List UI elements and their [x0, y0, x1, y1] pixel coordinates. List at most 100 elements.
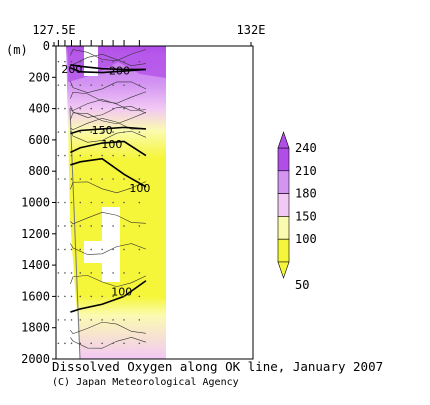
sample-point — [123, 131, 125, 133]
contour-line — [70, 140, 147, 157]
sample-point — [138, 154, 141, 157]
thin-contour — [70, 275, 147, 288]
sample-point — [57, 178, 60, 180]
thin-contour — [70, 181, 147, 194]
chart-caption: Dissolved Oxygen along OK line, January … — [52, 359, 384, 374]
sample-point — [123, 60, 125, 63]
contour-line — [70, 63, 146, 71]
sample-point — [101, 295, 103, 298]
sample-point — [70, 154, 73, 157]
thin-contour — [70, 321, 146, 334]
sample-point — [70, 84, 73, 86]
sample-point — [79, 295, 82, 298]
sample-point — [123, 178, 125, 180]
sample-point — [112, 178, 114, 180]
sample-point — [70, 178, 73, 180]
sample-point — [101, 178, 103, 180]
sample-point — [64, 154, 66, 157]
sample-point — [70, 248, 73, 251]
thin-contour — [70, 112, 147, 125]
sample-point — [101, 154, 103, 157]
sample-point — [79, 60, 82, 63]
sample-point — [79, 178, 82, 180]
colorbar-label: 210 — [295, 164, 317, 178]
contour-label: 100 — [111, 285, 132, 298]
y-tick-label: 2000 — [21, 352, 50, 366]
sample-point — [101, 319, 103, 321]
y-tick-label: 1400 — [21, 258, 50, 272]
sample-point — [70, 295, 73, 298]
thin-contour — [70, 91, 147, 104]
sample-point — [79, 131, 82, 133]
colorbar-label: 100 — [295, 232, 317, 246]
sample-point — [138, 107, 141, 110]
sample-point — [138, 342, 141, 345]
y-tick-label: 400 — [28, 102, 50, 116]
sample-point — [138, 84, 141, 86]
contour-line — [70, 157, 147, 188]
sample-point — [57, 60, 60, 63]
sample-point — [101, 225, 103, 227]
sample-point — [64, 295, 66, 298]
x-tick-label: 127.5E — [32, 23, 75, 37]
colorbar: 240 210 180 150 100 50 — [277, 131, 317, 292]
sample-point — [112, 131, 114, 133]
sample-point — [123, 342, 125, 345]
colorbar-band — [277, 193, 290, 217]
sample-point — [90, 107, 93, 110]
sample-point — [64, 131, 66, 133]
sample-point — [90, 84, 93, 86]
data-region — [66, 46, 166, 359]
sample-point — [79, 319, 82, 321]
sample-point — [123, 201, 125, 204]
sample-point — [101, 201, 103, 204]
missing-data-gap — [84, 241, 102, 263]
sample-point — [138, 225, 141, 227]
sample-point — [101, 84, 103, 86]
sample-point — [57, 131, 60, 133]
thin-contour — [70, 243, 147, 255]
sample-point — [57, 107, 60, 110]
sample-point — [57, 319, 60, 321]
y-tick-label: 600 — [28, 133, 50, 147]
credit-line: (C) Japan Meteorological Agency — [52, 377, 239, 388]
sample-point — [112, 225, 114, 227]
colorbar-label: 150 — [295, 209, 317, 223]
contour-label: 200 — [61, 63, 82, 76]
sample-point — [79, 154, 82, 157]
sample-point — [138, 248, 141, 251]
sample-point — [90, 131, 93, 133]
sample-point — [70, 201, 73, 204]
sample-point — [57, 342, 60, 345]
sample-point — [112, 154, 114, 157]
sample-point — [101, 60, 103, 63]
sample-point — [70, 107, 73, 110]
y-tick-label: 1000 — [21, 196, 50, 210]
sample-point — [57, 225, 60, 227]
sample-point — [70, 60, 73, 63]
sample-point — [112, 60, 114, 63]
sample-point — [90, 154, 93, 157]
colorbar-top-arrow — [277, 131, 290, 149]
contour-label: 200 — [109, 64, 130, 77]
sample-point — [112, 319, 114, 321]
sample-point — [64, 342, 66, 345]
sample-point — [64, 84, 66, 86]
sample-point — [123, 154, 125, 157]
y-tick-label: 800 — [28, 164, 50, 178]
sample-point — [123, 295, 125, 298]
sample-point — [64, 225, 66, 227]
sample-point — [138, 131, 141, 133]
sample-point — [112, 107, 114, 110]
missing-data-gap — [102, 207, 120, 282]
thin-contour — [70, 99, 146, 112]
sample-point — [79, 272, 82, 274]
sample-point — [79, 248, 82, 251]
y-tick-label: 200 — [28, 70, 50, 84]
sample-point — [138, 272, 141, 274]
sample-point — [70, 225, 73, 227]
sample-point — [138, 178, 141, 180]
sample-point — [57, 248, 60, 251]
seafloor-line — [69, 107, 81, 359]
